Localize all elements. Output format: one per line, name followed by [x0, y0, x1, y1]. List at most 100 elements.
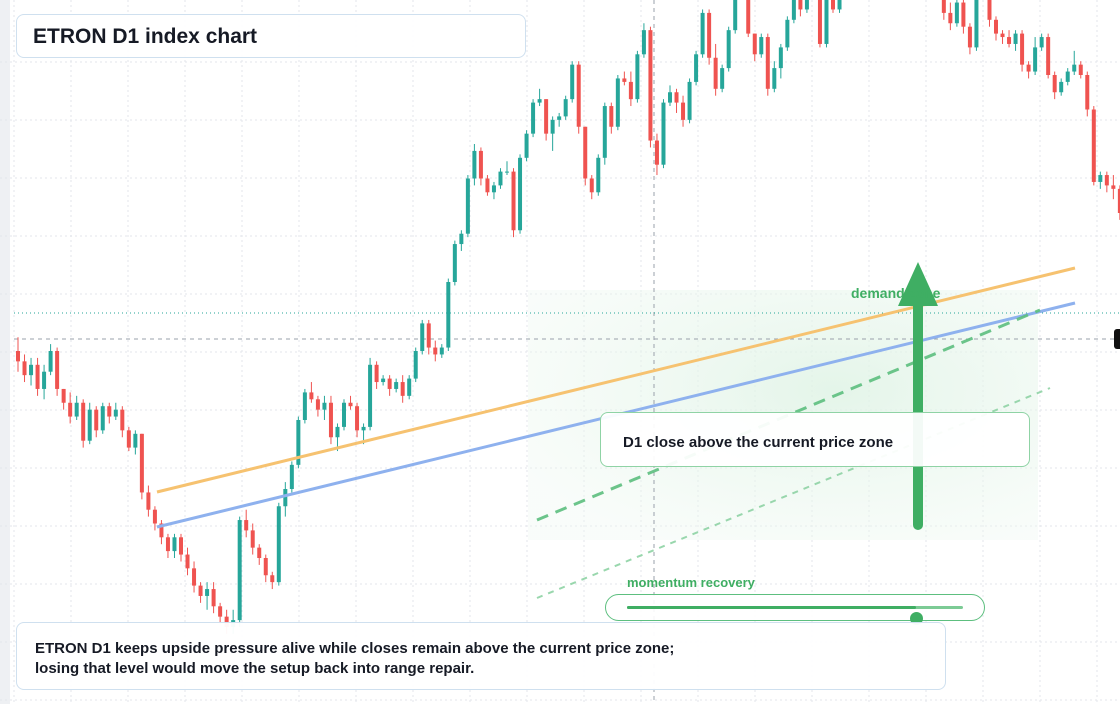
- bearish-candle: [798, 0, 803, 17]
- bullish-candle: [446, 278, 451, 351]
- bearish-candle: [707, 9, 712, 65]
- candle-body: [185, 554, 190, 569]
- candle-body: [1007, 37, 1012, 44]
- bearish-candle: [994, 16, 998, 41]
- candle-body: [785, 19, 790, 48]
- candle-body: [439, 347, 444, 355]
- bearish-candle: [211, 582, 216, 614]
- bearish-candle: [1020, 30, 1025, 72]
- candle-body: [1098, 175, 1103, 182]
- bullish-candle: [1065, 68, 1070, 86]
- candle-body: [68, 402, 73, 417]
- bullish-candle: [452, 240, 457, 286]
- momentum-gauge[interactable]: [605, 594, 985, 625]
- bearish-candle: [817, 0, 822, 48]
- candle-body: [518, 157, 523, 231]
- candle-body: [159, 523, 164, 538]
- bullish-candle: [472, 144, 477, 186]
- momentum-knob[interactable]: [909, 612, 923, 625]
- candle-body: [694, 54, 699, 82]
- candle-body: [368, 364, 373, 427]
- candle-body: [1033, 47, 1038, 72]
- candle-body: [622, 78, 627, 82]
- bullish-candle: [700, 9, 705, 58]
- bearish-candle: [674, 88, 679, 113]
- bearish-candle: [146, 485, 151, 517]
- candle-body: [641, 30, 646, 55]
- candle-body: [459, 233, 464, 245]
- bearish-candle: [478, 147, 483, 186]
- candle-body: [16, 351, 20, 362]
- candle-body: [87, 409, 92, 441]
- candle-body: [1039, 37, 1044, 48]
- candle-body: [276, 506, 281, 583]
- chart-guides: [14, 0, 1120, 704]
- bullish-candle: [531, 99, 536, 138]
- bearish-candle: [120, 406, 125, 438]
- candle-body: [426, 323, 431, 348]
- candle-body: [1111, 185, 1116, 189]
- candle-body: [831, 0, 835, 10]
- bullish-candle: [518, 154, 523, 234]
- bearish-candle: [1007, 30, 1012, 48]
- bearish-candle: [35, 357, 40, 396]
- candle-body: [563, 99, 568, 117]
- candle-body: [941, 0, 946, 13]
- bullish-candle: [687, 78, 692, 124]
- bullish-candle: [491, 181, 496, 200]
- candle-body: [192, 568, 197, 586]
- bullish-candle: [276, 502, 281, 586]
- candle-body: [387, 378, 392, 389]
- candle-body: [772, 68, 777, 89]
- bearish-candle: [61, 388, 66, 410]
- candle-body: [524, 133, 529, 158]
- bullish-candle: [778, 43, 783, 79]
- bullish-candle: [342, 399, 346, 431]
- bullish-candle: [824, 0, 829, 48]
- candle-body: [452, 244, 457, 282]
- candle-body: [42, 371, 47, 389]
- candle-body: [485, 178, 490, 193]
- bullish-candle: [557, 112, 562, 127]
- candle-body: [1104, 175, 1109, 186]
- candle-body: [1052, 75, 1057, 93]
- bullish-candle: [368, 357, 373, 431]
- title-card: ETRON D1 index chart: [16, 14, 526, 58]
- candle-body: [1013, 33, 1018, 44]
- bearish-candle: [165, 533, 170, 558]
- bullish-candle: [974, 0, 979, 51]
- bullish-candle: [322, 395, 327, 420]
- bearish-candle: [1026, 61, 1031, 79]
- bullish-candle: [602, 102, 607, 165]
- candle-body: [413, 351, 418, 379]
- candle-body: [100, 406, 105, 431]
- momentum-fill: [627, 606, 916, 609]
- candle-body: [48, 351, 53, 372]
- candle-body: [335, 426, 340, 438]
- candle-body: [511, 171, 516, 231]
- bullish-candle: [29, 357, 34, 386]
- candle-body: [94, 409, 99, 431]
- bullish-candle: [726, 26, 731, 72]
- candle-body: [615, 78, 620, 127]
- bullish-candle: [550, 116, 555, 151]
- bearish-candle: [752, 33, 757, 62]
- bearish-candle: [967, 23, 972, 55]
- candle-body: [126, 430, 131, 448]
- bearish-candle: [94, 406, 99, 438]
- candle-body: [804, 0, 809, 10]
- candle-body: [29, 364, 34, 376]
- candle-body: [778, 47, 783, 69]
- callout-text: D1 close above the current price zone: [623, 434, 894, 451]
- bearish-candle: [831, 0, 835, 13]
- candle-body: [531, 102, 536, 134]
- candle-body: [994, 19, 998, 34]
- candle-body: [113, 409, 118, 417]
- bullish-candle: [759, 33, 764, 58]
- candle-body: [1000, 33, 1005, 38]
- note-line-2: losing that level would move the setup b…: [35, 660, 475, 677]
- bullish-candle: [1098, 171, 1103, 189]
- price-tag-icon[interactable]: [1114, 329, 1120, 349]
- candle-body: [244, 520, 249, 531]
- bullish-candle: [1033, 37, 1038, 75]
